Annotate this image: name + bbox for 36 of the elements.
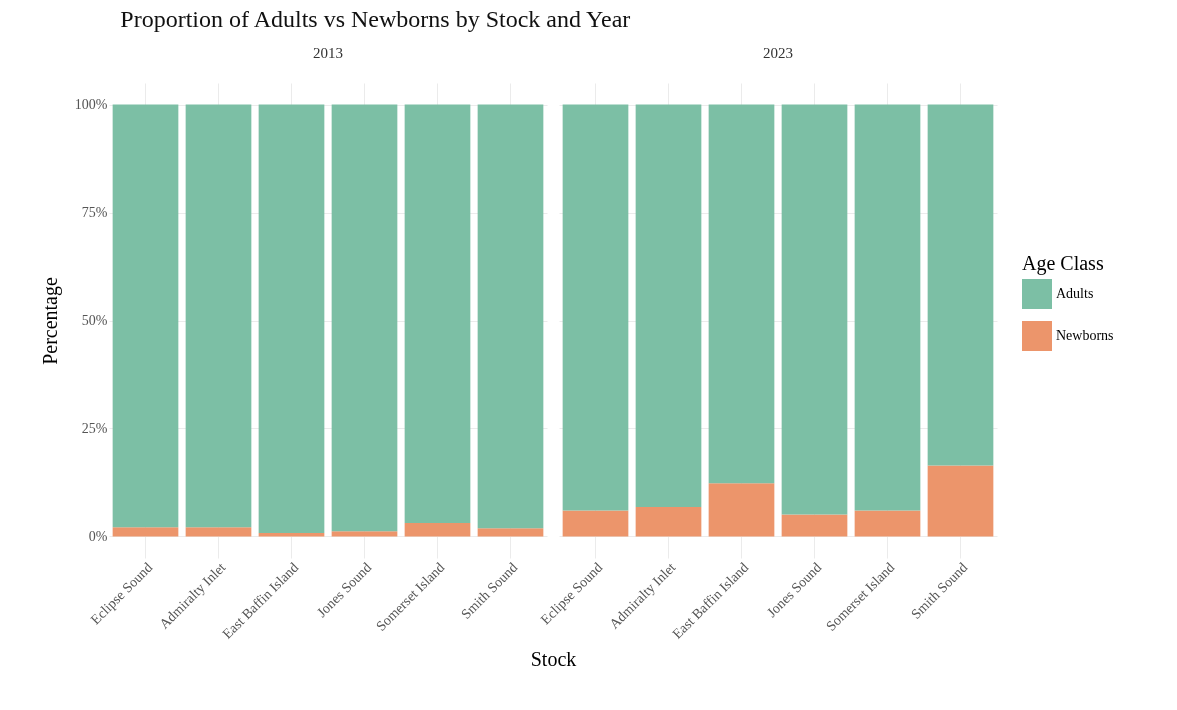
bar (854, 510, 921, 537)
bar (185, 527, 252, 537)
bar (258, 104, 325, 533)
bar (927, 465, 994, 537)
bar (112, 527, 179, 537)
bar (927, 104, 994, 466)
y-tick-label: 75% (81, 205, 108, 221)
y-tick-label: 100% (74, 97, 108, 113)
x-axis-title: Stock (530, 647, 577, 670)
bar (635, 104, 702, 508)
bar (635, 507, 702, 537)
y-axis-title: Percentage (38, 277, 62, 365)
y-tick-label: 0% (88, 528, 108, 544)
legend-label: Adults (1056, 286, 1094, 301)
y-tick-label: 50% (81, 313, 108, 328)
bar (708, 104, 775, 484)
chart-subtitle: 2023 (763, 45, 793, 61)
bar (562, 104, 629, 511)
bar (404, 104, 471, 524)
legend-title: Age Class (1022, 252, 1104, 275)
legend-label: Newborns (1056, 328, 1114, 343)
bar (477, 528, 544, 537)
bar (477, 104, 544, 529)
bar (404, 523, 471, 537)
bar (708, 483, 775, 537)
bar (112, 104, 179, 528)
bar (185, 104, 252, 528)
y-tick-label: 25% (81, 420, 108, 436)
bar (562, 510, 629, 537)
bar (781, 104, 848, 515)
bar (781, 514, 848, 537)
chart-subtitle: 2013 (313, 45, 343, 61)
bar (854, 104, 921, 511)
bar (331, 531, 398, 537)
bar (331, 104, 398, 532)
chart-title: Proportion of Adults vs Newborns by Stock and Year (120, 6, 631, 32)
